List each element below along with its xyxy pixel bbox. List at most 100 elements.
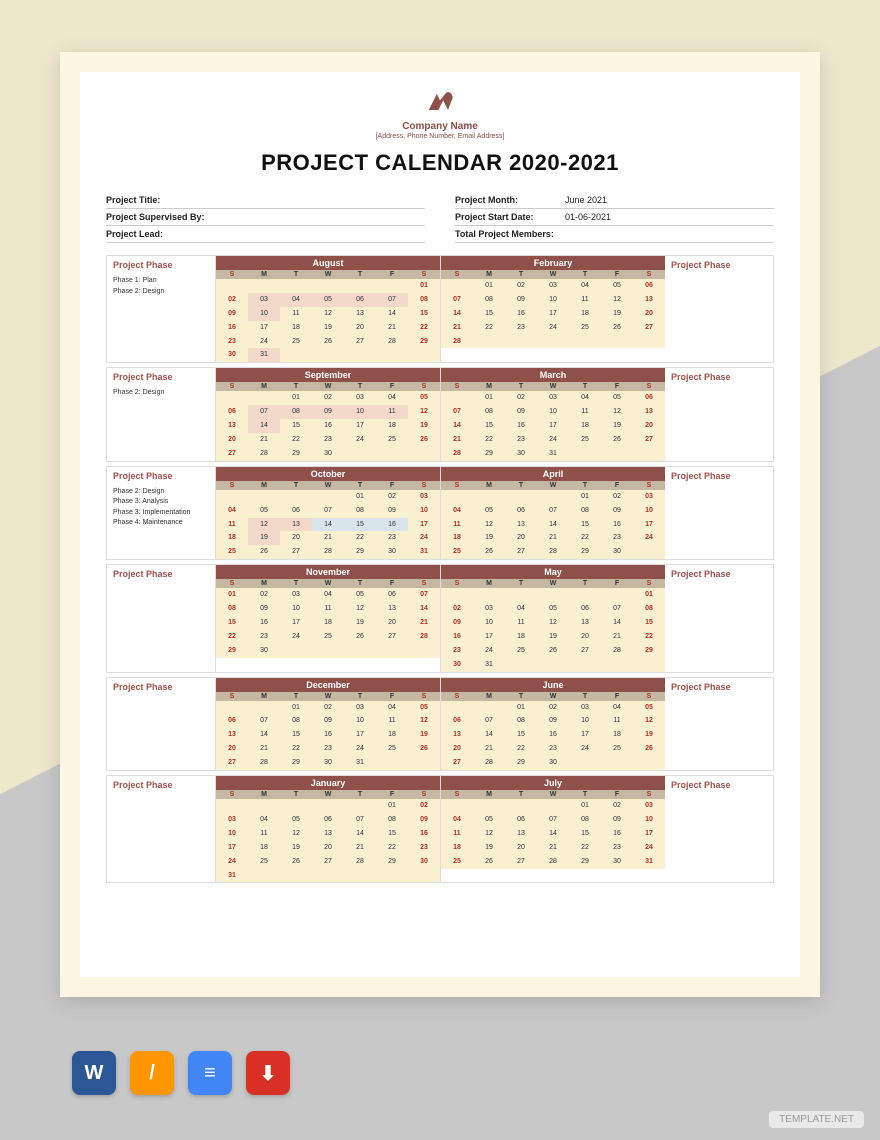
day-cell <box>633 545 665 559</box>
week-row: 0102030405 <box>216 701 440 715</box>
day-cell: 04 <box>441 813 473 827</box>
day-of-week-row: SMTWTFS <box>441 790 665 799</box>
day-cell <box>408 348 440 362</box>
day-cell: 05 <box>633 701 665 715</box>
day-cell: 24 <box>248 335 280 349</box>
day-cell: 16 <box>505 419 537 433</box>
day-cell: 17 <box>537 419 569 433</box>
day-cell <box>312 490 344 504</box>
day-cell: 26 <box>473 545 505 559</box>
day-cell: 17 <box>473 630 505 644</box>
day-cell: 10 <box>537 293 569 307</box>
day-cell <box>376 348 408 362</box>
pages-icon[interactable]: / <box>130 1051 174 1095</box>
phase-left: Project Phase <box>107 776 215 882</box>
day-cell: 30 <box>216 348 248 362</box>
template-card: Company Name [Address, Phone Number, Ema… <box>60 52 820 997</box>
day-cell: 10 <box>280 602 312 616</box>
day-cell: 05 <box>344 588 376 602</box>
day-cell: 27 <box>505 855 537 869</box>
weeks-container: 0102030405060708091011121314151617181920… <box>216 799 440 882</box>
week-row: 01 <box>441 588 665 602</box>
day-cell <box>633 756 665 770</box>
day-cell: 29 <box>505 756 537 770</box>
day-cell: 21 <box>601 630 633 644</box>
month-header: February <box>441 256 665 270</box>
week-row: 28 <box>441 335 665 349</box>
day-of-week-row: SMTWTFS <box>216 270 440 279</box>
docs-icon[interactable]: ≡ <box>188 1051 232 1095</box>
day-cell: 01 <box>569 799 601 813</box>
day-cell: 06 <box>569 602 601 616</box>
day-cell: 26 <box>537 644 569 658</box>
day-cell <box>408 869 440 883</box>
day-cell: 13 <box>376 602 408 616</box>
day-cell: 26 <box>408 433 440 447</box>
day-cell: 12 <box>248 518 280 532</box>
meta-left-column: Project Title:Project Supervised By:Proj… <box>106 192 425 243</box>
day-cell: 07 <box>601 602 633 616</box>
phase-left: Project Phase <box>107 565 215 671</box>
watermark: TEMPLATE.NET <box>769 1111 864 1128</box>
day-cell: 25 <box>441 855 473 869</box>
day-cell: 20 <box>441 742 473 756</box>
meta-label: Project Start Date: <box>455 212 565 222</box>
week-row: 07080910111213 <box>441 293 665 307</box>
week-row: 02030405060708 <box>441 602 665 616</box>
day-cell: 07 <box>248 714 280 728</box>
day-cell: 05 <box>537 602 569 616</box>
day-cell <box>537 588 569 602</box>
day-cell: 30 <box>601 545 633 559</box>
day-cell: 06 <box>216 714 248 728</box>
day-cell: 10 <box>633 813 665 827</box>
day-cell: 12 <box>537 616 569 630</box>
day-cell: 03 <box>216 813 248 827</box>
day-cell: 06 <box>441 714 473 728</box>
day-cell: 08 <box>344 504 376 518</box>
phase-title: Project Phase <box>113 780 209 790</box>
week-row: 06070809101112 <box>216 405 440 419</box>
week-row: 09101112131415 <box>441 616 665 630</box>
day-cell: 14 <box>441 307 473 321</box>
day-cell: 11 <box>505 616 537 630</box>
meta-row: Project Title: <box>106 192 425 209</box>
day-cell: 16 <box>601 827 633 841</box>
pdf-icon[interactable]: ⬇ <box>246 1051 290 1095</box>
day-cell: 29 <box>280 756 312 770</box>
day-cell: 06 <box>376 588 408 602</box>
day-cell <box>569 335 601 349</box>
phase-title: Project Phase <box>113 471 209 481</box>
day-cell: 14 <box>248 419 280 433</box>
day-cell <box>473 588 505 602</box>
word-icon[interactable]: W <box>72 1051 116 1095</box>
day-cell: 28 <box>537 545 569 559</box>
day-cell: 31 <box>633 855 665 869</box>
day-cell: 17 <box>569 728 601 742</box>
week-row: 31 <box>216 869 440 883</box>
day-cell: 19 <box>473 531 505 545</box>
day-cell: 06 <box>505 813 537 827</box>
day-cell: 15 <box>408 307 440 321</box>
day-cell <box>601 756 633 770</box>
phase-item: Phase 3: Implementation <box>113 508 209 519</box>
week-row: 18192021222324 <box>216 531 440 545</box>
month-block: JanuarySMTWTFS01020304050607080910111213… <box>215 776 440 882</box>
day-cell: 27 <box>441 756 473 770</box>
day-cell: 24 <box>569 742 601 756</box>
day-cell: 25 <box>569 433 601 447</box>
day-cell: 04 <box>216 504 248 518</box>
day-cell: 12 <box>408 405 440 419</box>
day-cell: 19 <box>473 841 505 855</box>
day-cell <box>344 799 376 813</box>
day-cell: 18 <box>312 616 344 630</box>
week-row: 18192021222324 <box>441 841 665 855</box>
day-cell: 28 <box>248 756 280 770</box>
week-row: 13141516171819 <box>441 728 665 742</box>
day-cell <box>248 799 280 813</box>
day-cell: 09 <box>441 616 473 630</box>
day-cell: 13 <box>216 419 248 433</box>
day-of-week-row: SMTWTFS <box>441 481 665 490</box>
day-cell: 30 <box>408 855 440 869</box>
day-cell: 25 <box>441 545 473 559</box>
weeks-container: 0102030405060708091011121314151617181920… <box>441 799 665 868</box>
